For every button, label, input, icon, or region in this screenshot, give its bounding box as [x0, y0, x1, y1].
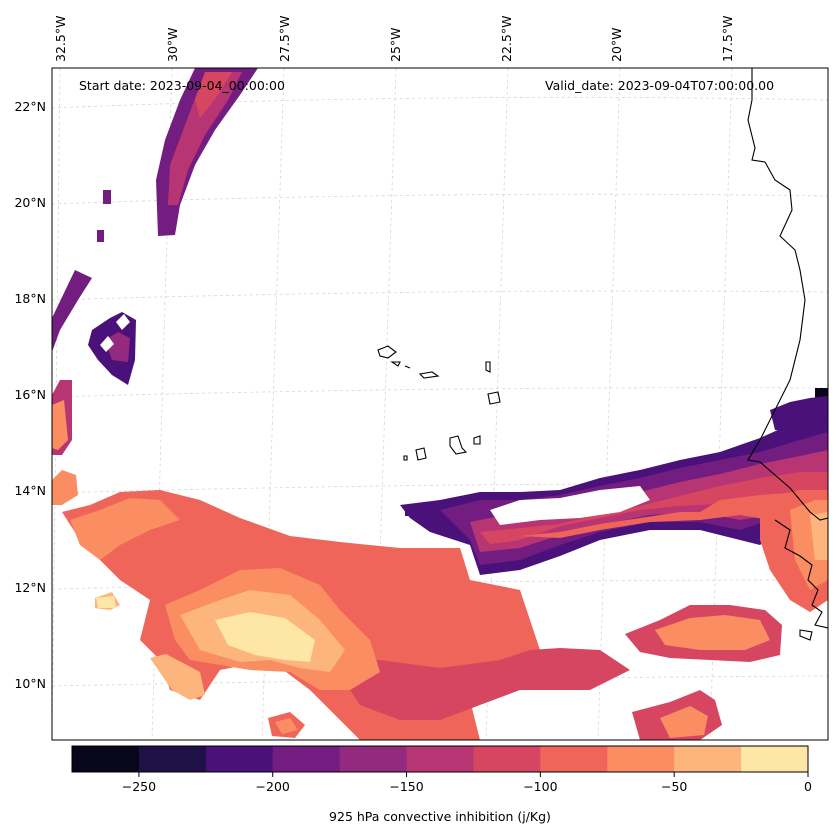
colorbar-label: 925 hPa convective inhibition (j/Kg) [329, 809, 551, 824]
colorbar-ticks: −250 −200 −150 −100 −50 0 [122, 772, 812, 794]
cin-region [52, 400, 68, 450]
cin-region [215, 612, 315, 662]
cin-region [520, 490, 828, 538]
lon-label: 20°W [609, 27, 624, 62]
cin-region [116, 314, 130, 330]
cin-region [168, 72, 242, 205]
cin-region [195, 72, 232, 118]
cin-cell [97, 230, 104, 242]
colorbar-segment [272, 746, 341, 772]
lon-label: 32.5°W [53, 16, 68, 62]
colorbar-frame [71, 745, 809, 773]
cin-region [480, 472, 828, 544]
coastline [747, 68, 828, 641]
lon-label: 22.5°W [499, 16, 514, 62]
lon-label: 30°W [165, 27, 180, 62]
cin-region [660, 706, 708, 738]
cin-field [52, 68, 828, 740]
cin-region [150, 654, 205, 700]
valid-date-label: Valid_date: 2023-09-04T07:00:00.00 [545, 78, 774, 93]
colorbar-segment [72, 746, 140, 772]
cin-region [815, 388, 828, 398]
lat-label: 10°N [14, 676, 46, 691]
cin-region [490, 486, 650, 525]
cin-region [52, 270, 92, 352]
colorbar-segment [138, 746, 207, 772]
lon-label: 25°W [388, 27, 403, 62]
cin-region [105, 332, 130, 362]
colorbar-segment [674, 746, 742, 772]
cin-region [52, 470, 78, 505]
cin-region [470, 450, 828, 552]
start-date-label: Start date: 2023-09-04_00:00:00 [79, 78, 285, 93]
colorbar-segment [205, 746, 274, 772]
colorbar-segment [473, 746, 541, 772]
cin-region [96, 596, 116, 608]
cape-verde-islands [377, 345, 501, 461]
cin-region [655, 615, 770, 650]
colorbar-tick-label: −50 [661, 779, 687, 794]
cin-region [100, 336, 114, 352]
cin-region [330, 648, 630, 720]
colorbar-tick-label: −100 [523, 779, 557, 794]
colorbar-segment [540, 746, 608, 772]
cin-region [156, 68, 258, 236]
lat-label: 12°N [14, 580, 46, 595]
lat-label: 22°N [14, 99, 46, 114]
cin-region [770, 396, 828, 430]
colorbar-segment [339, 746, 408, 772]
lat-label: 16°N [14, 387, 46, 402]
lat-label: 18°N [14, 291, 46, 306]
lon-label: 17.5°W [720, 16, 735, 62]
colorbar-tick-label: 0 [804, 779, 812, 794]
map-frame [51, 67, 829, 741]
lat-labels: 22°N 20°N 18°N 16°N 14°N 12°N 10°N [14, 99, 46, 691]
cin-region [405, 506, 430, 516]
cin-region [810, 512, 828, 560]
lat-label: 20°N [14, 195, 46, 210]
cin-region [70, 498, 180, 560]
cin-region [275, 718, 298, 734]
colorbar-segment [607, 746, 675, 772]
lat-label: 14°N [14, 483, 46, 498]
lon-label: 27.5°W [277, 16, 292, 62]
colorbar-segment [406, 746, 474, 772]
colorbar-tick-label: −250 [122, 779, 156, 794]
colorbar-tick-label: −200 [256, 779, 290, 794]
lon-labels: 32.5°W 30°W 27.5°W 25°W 22.5°W 20°W 17.5… [53, 16, 735, 62]
cin-cell [103, 190, 111, 204]
colorbar-tick-label: −150 [389, 779, 423, 794]
colorbar-segment [741, 746, 809, 772]
colorbar [72, 746, 809, 772]
